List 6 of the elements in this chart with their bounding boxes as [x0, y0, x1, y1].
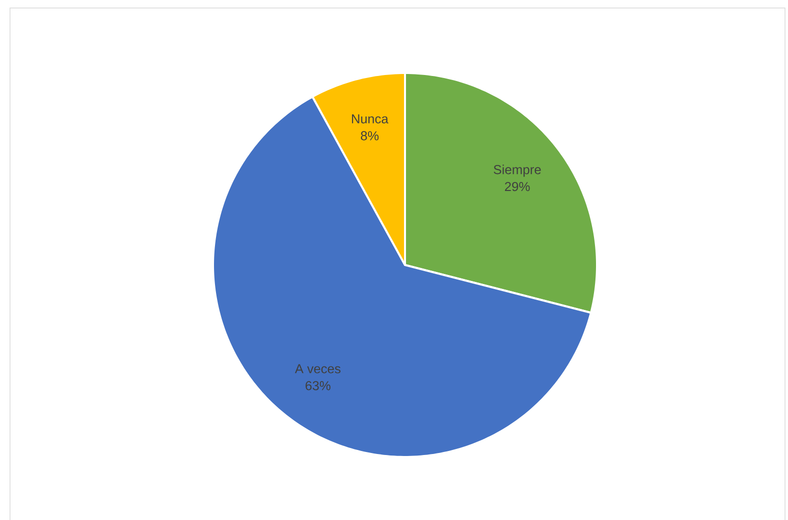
slice-label: Siempre	[494, 164, 541, 177]
data-label: 8%	[360, 131, 379, 140]
slice-label: Nunca	[352, 114, 388, 124]
data-label: 29%	[504, 182, 530, 191]
data-label: 63%	[306, 380, 330, 390]
slice-label: A veces	[294, 364, 340, 374]
